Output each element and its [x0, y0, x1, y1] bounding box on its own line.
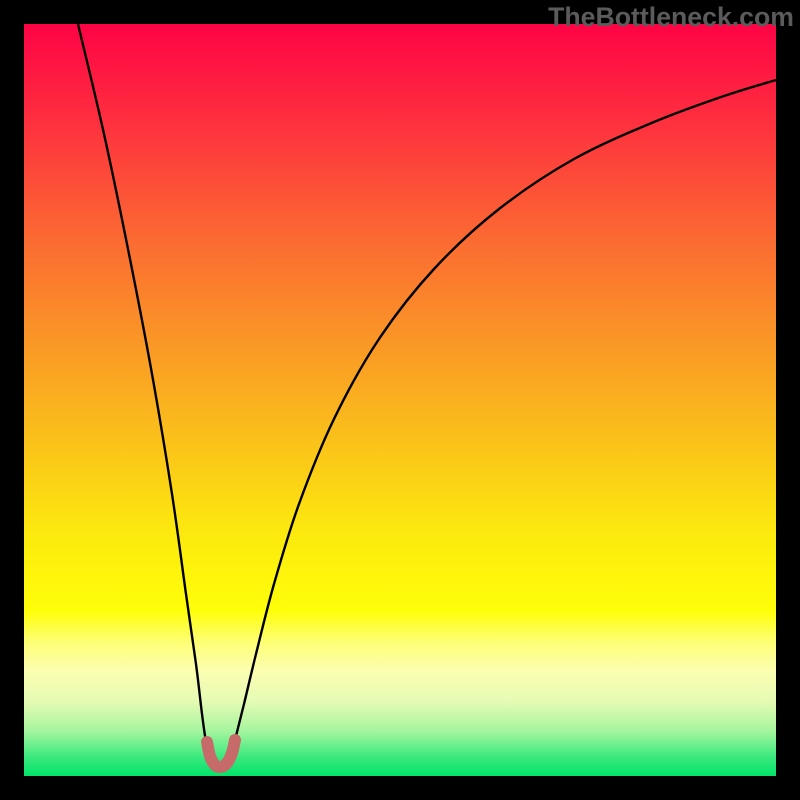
curves-layer: [24, 24, 776, 776]
chart-frame: TheBottleneck.com: [0, 0, 800, 800]
curve-right-branch: [231, 80, 776, 754]
curve-left-branch: [78, 24, 209, 754]
valley-marker: [207, 740, 235, 767]
watermark-text: TheBottleneck.com: [548, 2, 794, 33]
plot-area: [24, 24, 776, 776]
